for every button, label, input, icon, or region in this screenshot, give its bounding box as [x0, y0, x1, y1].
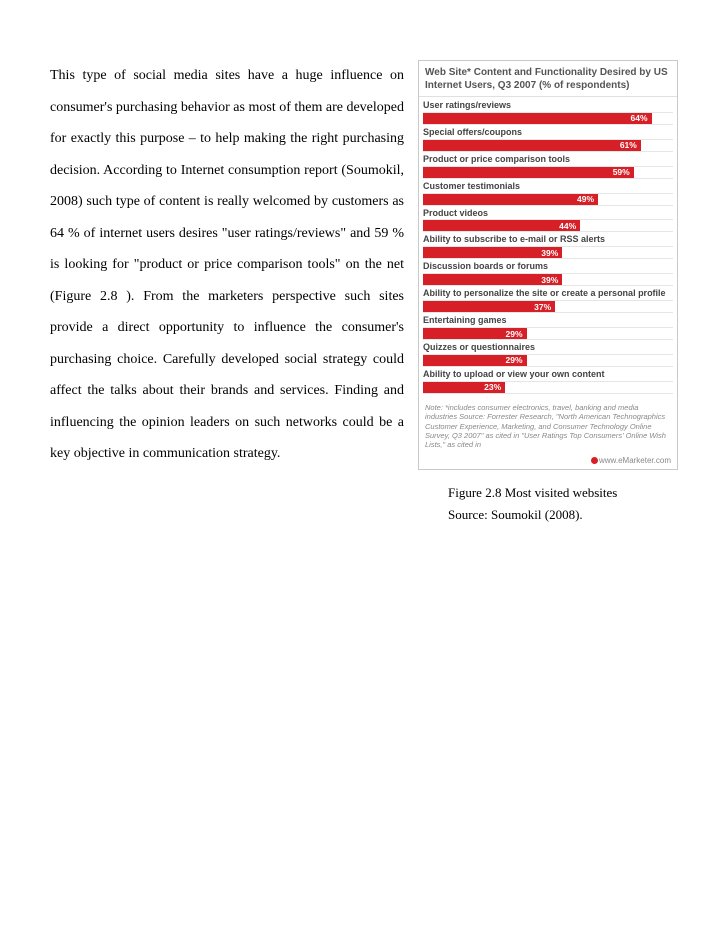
caption-line-1: Figure 2.8 Most visited websites	[448, 482, 678, 504]
chart-row-label: Product or price comparison tools	[423, 155, 673, 165]
chart-row: Quizzes or questionnaires 29%	[423, 343, 673, 367]
chart-bar-track: 23%	[423, 381, 673, 394]
content-row: This type of social media sites have a h…	[50, 60, 678, 526]
chart-bar-fill: 64%	[423, 113, 652, 124]
chart-row-label: Discussion boards or forums	[423, 262, 673, 272]
chart-bar-fill: 39%	[423, 274, 562, 285]
chart-bar-fill: 44%	[423, 220, 580, 231]
chart-row: Ability to subscribe to e-mail or RSS al…	[423, 235, 673, 259]
chart-row: Entertaining games 29%	[423, 316, 673, 340]
chart-row: Ability to upload or view your own conte…	[423, 370, 673, 394]
emarketer-text: www.eMarketer.com	[599, 456, 671, 465]
chart-column: Web Site* Content and Functionality Desi…	[418, 60, 678, 526]
chart-row-label: Ability to upload or view your own conte…	[423, 370, 673, 380]
chart-row: Discussion boards or forums 39%	[423, 262, 673, 286]
chart-row: Customer testimonials 49%	[423, 182, 673, 206]
chart-bar-fill: 49%	[423, 194, 598, 205]
figure-caption: Figure 2.8 Most visited websites Source:…	[418, 482, 678, 526]
chart-row: User ratings/reviews 64%	[423, 101, 673, 125]
chart-bar-track: 64%	[423, 112, 673, 125]
chart-bar-track: 59%	[423, 166, 673, 179]
chart-bar-fill: 39%	[423, 247, 562, 258]
chart-row-label: Ability to subscribe to e-mail or RSS al…	[423, 235, 673, 245]
chart-bar-track: 39%	[423, 246, 673, 259]
chart-bar-fill: 61%	[423, 140, 641, 151]
chart-row-label: Product videos	[423, 209, 673, 219]
chart-row: Special offers/coupons 61%	[423, 128, 673, 152]
chart-bar-track: 61%	[423, 139, 673, 152]
chart-bar-fill: 23%	[423, 382, 505, 393]
chart-bar-fill: 29%	[423, 328, 527, 339]
chart-bar-track: 37%	[423, 300, 673, 313]
chart-row: Ability to personalize the site or creat…	[423, 289, 673, 313]
caption-line-2: Source: Soumokil (2008).	[448, 504, 678, 526]
chart-title: Web Site* Content and Functionality Desi…	[419, 61, 677, 97]
chart-body: User ratings/reviews 64% Special offers/co…	[419, 97, 677, 399]
chart-row-label: Entertaining games	[423, 316, 673, 326]
chart-row-label: User ratings/reviews	[423, 101, 673, 111]
chart-bar-track: 49%	[423, 193, 673, 206]
chart-bar-track: 29%	[423, 354, 673, 367]
chart-row: Product videos44%	[423, 209, 673, 233]
chart-row-label: Ability to personalize the site or creat…	[423, 289, 673, 299]
chart-bar-track: 44%	[423, 219, 673, 232]
chart-row-label: Customer testimonials	[423, 182, 673, 192]
body-paragraph: This type of social media sites have a h…	[50, 60, 404, 470]
chart-note: Note: *includes consumer electronics, tr…	[419, 399, 677, 454]
chart-bar-track: 39%	[423, 273, 673, 286]
chart-bar-fill: 37%	[423, 301, 555, 312]
chart-row: Product or price comparison tools 59%	[423, 155, 673, 179]
chart-bar-fill: 29%	[423, 355, 527, 366]
chart-box: Web Site* Content and Functionality Desi…	[418, 60, 678, 470]
chart-bar-fill: 59%	[423, 167, 634, 178]
chart-footer: www.eMarketer.com	[419, 454, 677, 469]
chart-bar-track: 29%	[423, 327, 673, 340]
emarketer-brand: www.eMarketer.com	[591, 456, 671, 465]
chart-row-label: Special offers/coupons	[423, 128, 673, 138]
chart-row-label: Quizzes or questionnaires	[423, 343, 673, 353]
